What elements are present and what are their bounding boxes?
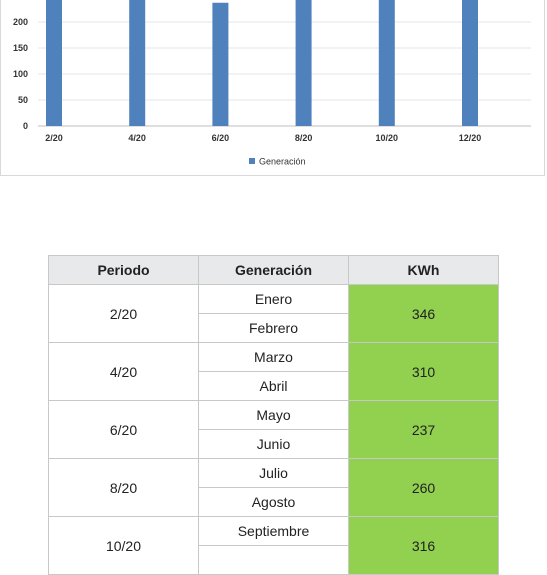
- kwh-cell: 316: [348, 516, 499, 575]
- header-generacion: Generación: [198, 255, 349, 285]
- bar: [212, 2, 229, 126]
- x-tick-label: 10/20: [376, 133, 399, 143]
- legend-swatch: [249, 158, 255, 164]
- table-row: Abril: [49, 371, 499, 401]
- x-tick-label: 6/20: [212, 133, 230, 143]
- y-tick-label: 150: [13, 43, 28, 53]
- generation-bar-chart: 0 50 100 150 200 2/20 4/20 6/20 8/20 10/20 12/20 Ge…: [13, 0, 531, 167]
- kwh-cell: 260: [348, 458, 499, 517]
- header-kwh: KWh: [348, 255, 499, 285]
- periodo-cell: 2/20: [48, 284, 199, 343]
- table-row: 10/20 Septiembre 316: [48, 516, 499, 575]
- y-tick-label: 200: [13, 17, 28, 27]
- table-row: 2/20 Enero 346: [48, 284, 499, 343]
- periodo-cell: 10/20: [48, 516, 199, 575]
- x-tick-label: 12/20: [459, 133, 482, 143]
- month-cell: Enero: [198, 284, 349, 314]
- month-cell: [198, 545, 349, 575]
- month-cell: Agosto: [198, 487, 349, 517]
- periodo-cell: 6/20: [48, 400, 199, 459]
- bar: [129, 0, 146, 126]
- bar: [378, 0, 395, 126]
- month-cell: Abril: [198, 371, 349, 401]
- bar: [295, 0, 312, 126]
- header-periodo: Periodo: [48, 255, 199, 285]
- generation-table: Periodo Generación KWh 2/20 Enero 346 Febre…: [48, 255, 499, 575]
- chart-panel: 0 50 100 150 200 2/20 4/20 6/20 8/20 10/20 12/20 Ge…: [0, 0, 545, 176]
- x-tick-label: 4/20: [128, 133, 146, 143]
- kwh-cell: 237: [348, 400, 499, 459]
- table-header-row: Periodo Generación KWh: [48, 255, 499, 285]
- table-row: 8/20 Julio 260: [48, 458, 499, 517]
- table-row: 6/20 Mayo 237: [48, 400, 499, 459]
- table-row: 4/20 Marzo 310: [48, 342, 499, 401]
- month-cell: Febrero: [198, 313, 349, 343]
- kwh-cell: 346: [348, 284, 499, 343]
- month-cell: Julio: [198, 458, 349, 488]
- month-cell: Septiembre: [198, 516, 349, 546]
- month-cell: Junio: [198, 429, 349, 459]
- y-tick-label: 100: [13, 69, 28, 79]
- table-row: Agosto: [49, 487, 499, 517]
- table-row: Junio: [49, 429, 499, 459]
- table-row: Febrero: [49, 313, 499, 343]
- y-tick-label: 0: [23, 121, 28, 131]
- bar: [46, 0, 62, 126]
- x-tick-label: 2/20: [45, 133, 63, 143]
- table-body: 2/20 Enero 346 Febrero 4/20 Marzo 310 Abril 6/20…: [48, 284, 499, 575]
- y-tick-label: 50: [18, 95, 28, 105]
- month-cell: Marzo: [198, 342, 349, 372]
- x-tick-label: 8/20: [295, 133, 313, 143]
- periodo-cell: 4/20: [48, 342, 199, 401]
- generation-table-container: Periodo Generación KWh 2/20 Enero 346 Febre…: [48, 255, 499, 575]
- kwh-cell: 310: [348, 342, 499, 401]
- month-cell: Mayo: [198, 400, 349, 430]
- periodo-cell: 8/20: [48, 458, 199, 517]
- bar: [462, 0, 478, 126]
- legend-label: Generación: [259, 157, 306, 167]
